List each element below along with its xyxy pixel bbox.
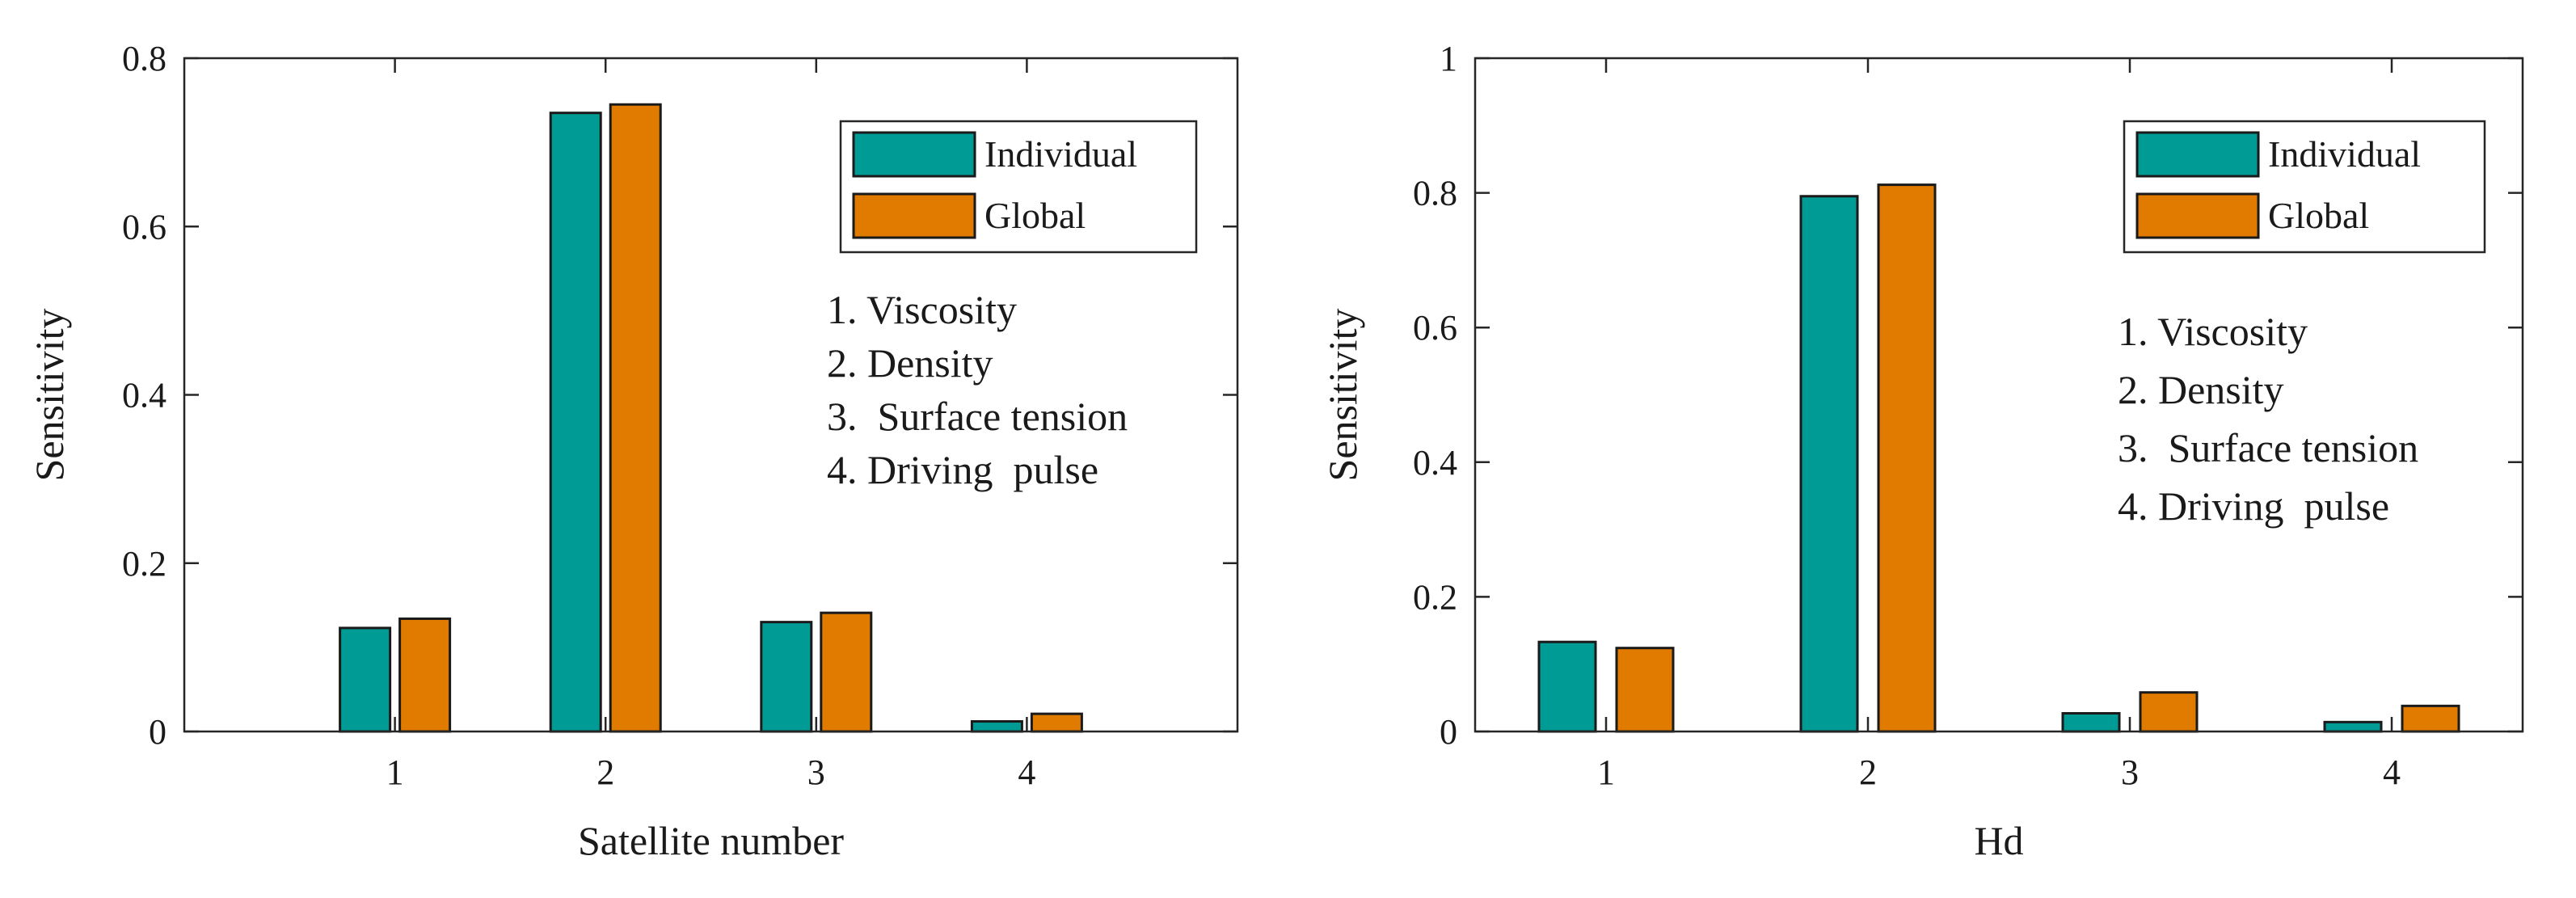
x-tick-label: 4	[1018, 753, 1035, 792]
y-tick-label: 0	[1440, 712, 1457, 752]
x-tick-label: 3	[2121, 753, 2139, 792]
bar-global-1	[1615, 647, 1675, 733]
x-tick-label: 2	[597, 753, 614, 792]
bar-global-2	[1877, 183, 1937, 733]
y-tick-label: 0.8	[1413, 174, 1457, 213]
legend-label-individual: Individual	[984, 133, 1137, 175]
bar-individual-2	[1799, 195, 1859, 733]
x-axis-label: Hd	[1974, 818, 2023, 863]
y-tick-label: 0.6	[1413, 308, 1457, 348]
legend-swatch-individual	[852, 131, 976, 178]
y-tick-label: 0.2	[1413, 577, 1457, 617]
annotation-item: 3. Surface tension	[2118, 425, 2418, 470]
x-tick-label: 2	[1859, 753, 1877, 792]
annotation-item: 4. Driving pulse	[827, 447, 1098, 492]
bar-individual-1	[1537, 640, 1597, 733]
bar-global-3	[2139, 691, 2199, 733]
annotation-item: 2. Density	[2118, 367, 2284, 412]
x-tick-label: 4	[2383, 753, 2401, 792]
y-tick-label: 0.6	[122, 207, 167, 247]
y-tick-label: 0.8	[122, 39, 167, 78]
legend-swatch-individual	[2135, 131, 2260, 178]
bar-global-3	[820, 611, 873, 733]
legend-label-global: Global	[984, 195, 1086, 236]
annotation-item: 3. Surface tension	[827, 394, 1128, 439]
x-tick-label: 1	[386, 753, 404, 792]
legend-swatch-global	[852, 192, 976, 239]
y-tick-label: 0.2	[122, 544, 167, 584]
x-tick-label: 3	[807, 753, 825, 792]
x-axis-label: Satellite number	[578, 818, 844, 863]
bar-individual-3	[2061, 712, 2121, 733]
y-axis-label: Sensitivity	[1320, 309, 1365, 482]
bar-individual-4	[2323, 720, 2383, 733]
annotation-item: 1. Viscosity	[827, 287, 1017, 332]
y-tick-label: 0.4	[1413, 443, 1457, 483]
y-tick-label: 1	[1440, 39, 1457, 78]
bar-global-4	[2401, 704, 2460, 733]
y-tick-label: 0.4	[122, 376, 167, 415]
bar-individual-1	[339, 626, 392, 733]
bar-global-2	[609, 103, 662, 733]
annotation-item: 1. Viscosity	[2118, 309, 2308, 354]
y-tick-label: 0	[149, 712, 167, 752]
annotation-item: 4. Driving pulse	[2118, 483, 2389, 529]
annotation-item: 2. Density	[827, 340, 993, 386]
x-tick-label: 1	[1597, 753, 1615, 792]
legend-swatch-global	[2135, 192, 2260, 239]
legend-label-global: Global	[2268, 195, 2369, 236]
plot-frame	[1474, 57, 2524, 733]
legend-label-individual: Individual	[2268, 133, 2421, 175]
y-axis-label: Sensitivity	[27, 309, 72, 482]
